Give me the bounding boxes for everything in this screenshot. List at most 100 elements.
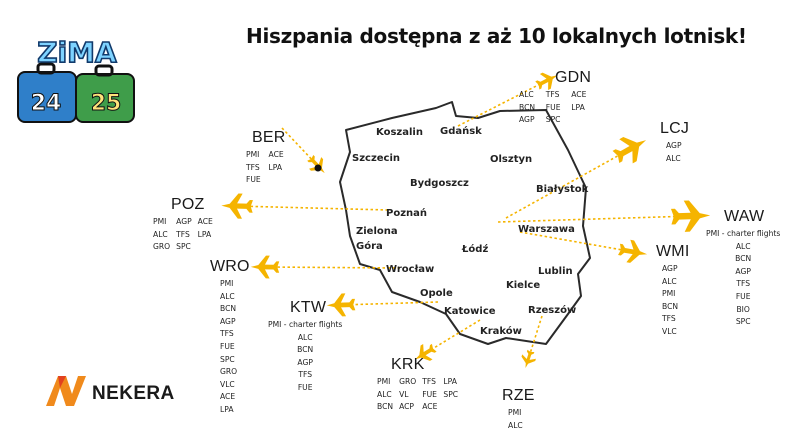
destination-code: ALC [662,276,677,286]
destination-code: PMI [246,150,260,159]
destination-code: BCN [377,402,394,412]
berlin-marker [314,164,322,172]
plane-icon [535,72,558,91]
destination-code: TFS [298,370,313,380]
airport-wro: WRO PMI ALC BCN AGP TFS FUE SPC GRO VLC ACE LPA [210,259,250,416]
destination-code: AGP [519,115,535,125]
destination-code: ACE [571,90,587,99]
destination-code: BCN [662,301,679,311]
destination-list: PMI ACE TFS LPA FUE [246,149,286,186]
city-label: Katowice [444,306,496,317]
plane-icon [670,200,711,232]
destination-code: PMI [508,408,522,417]
airport-code: KRK [391,356,425,373]
city-label: Poznań [386,207,427,219]
destination-list: AGP ALC [660,140,689,164]
plane-icon [326,293,356,317]
plane-icon [521,349,536,369]
airport-code: WAW [724,208,765,225]
airport-rze: RZE PMI ALC [502,388,535,431]
destination-list: PMI AGP ACE ALC TFS LPA GRO SPC [153,216,213,253]
airport-code: WRO [210,258,250,275]
destination-code: LPA [443,377,457,386]
city-label: Kielce [506,280,540,291]
promo-year-right: 25 [91,91,122,116]
airport-ktw: KTW PMI - charter flights ALC BCN AGP TFS FUE [268,300,342,394]
destination-code: ALC [220,291,235,301]
flight-route-line [497,215,693,223]
destination-code: BIO [736,304,750,314]
nekera-logo-icon [46,376,86,406]
destination-code: ACP [399,402,415,412]
city-label: Łódź [461,243,488,255]
destination-code: AGP [666,141,682,150]
flight-route-line [423,319,481,355]
airport-code: WMI [656,243,690,260]
airport-lcj: LCJ AGP ALC [660,121,689,164]
flight-route-line [505,147,633,219]
destination-code: PMI [662,289,676,299]
zima-suitcase-logo: ZiMA 24 25 [17,35,135,123]
destination-code: FUE [735,291,751,301]
destination-code: FUE [422,389,437,399]
plane-icon [221,193,253,219]
destination-code: BCN [519,102,536,112]
city-label: Olsztyn [490,154,532,165]
airport-waw: WAW PMI - charter flights ALC BCN AGP TFS FUE… [706,209,780,328]
plane-icon [612,137,647,164]
city-label: Opole [420,288,453,299]
destination-code: PMI - charter flights [706,229,781,238]
destination-code: LPA [197,229,212,239]
city-label: Kraków [480,325,522,337]
destination-code: TFS [176,229,190,239]
destination-code: SPC [220,354,235,364]
destination-code: VL [399,389,409,399]
destination-code: PMI [153,217,167,226]
city-label: Szczecin [352,153,400,164]
destination-list: PMI ALC [502,407,535,431]
destination-code: GRO [153,242,171,252]
flight-route-line [281,127,319,167]
destination-code: AGP [297,357,313,367]
destination-code: BCN [735,254,752,264]
destination-list: PMI - charter flights ALC BCN AGP TFS FUE BIO S… [706,228,780,328]
destination-code: AGP [176,217,192,226]
plane-icon [618,239,648,263]
destination-code: GRO [220,367,238,377]
brand-name: NEKERA [92,383,175,404]
destination-code: SPC [176,242,191,252]
destination-code: VLC [220,379,235,389]
destination-code: ACE [220,392,236,402]
destination-code: ALC [153,229,168,239]
plane-icon [250,255,280,279]
destination-code: PMI [377,377,391,386]
destination-code: VLC [662,326,677,336]
destination-code: FUE [246,175,261,185]
destination-code: PMI - charter flights [268,320,343,329]
destination-code: LPA [571,102,585,112]
airport-code: LCJ [660,120,690,137]
destination-code: TFS [662,314,676,324]
destination-list: AGP ALC PMI BCN TFS VLC [656,263,689,338]
destination-code: TFS [545,90,560,99]
airport-code: GDN [555,69,592,86]
destination-code: FUE [545,102,561,112]
airport-krk: KRK PMI GRO TFS LPA ALC VL FUE SPC BCN ACP ACE [377,357,458,413]
promo-year-left: 24 [31,91,62,116]
destination-code: BCN [297,345,314,355]
city-label: Wrocław [386,264,434,275]
airport-code: KTW [290,299,327,316]
airport-code: POZ [171,196,205,213]
city-label: Góra [356,240,383,252]
destination-list: PMI - charter flights ALC BCN AGP TFS FUE [268,319,342,394]
destination-code: ALC [519,90,534,99]
city-label: Bydgoszcz [410,178,469,189]
destination-code: ALC [297,332,313,342]
airport-code: RZE [502,387,535,404]
city-label: Koszalin [376,127,423,138]
destination-code: ACE [197,217,213,226]
destination-code: LPA [268,162,283,172]
destination-code: SPC [443,389,459,399]
city-label: Lublin [538,266,573,277]
plane-icon [415,343,437,361]
